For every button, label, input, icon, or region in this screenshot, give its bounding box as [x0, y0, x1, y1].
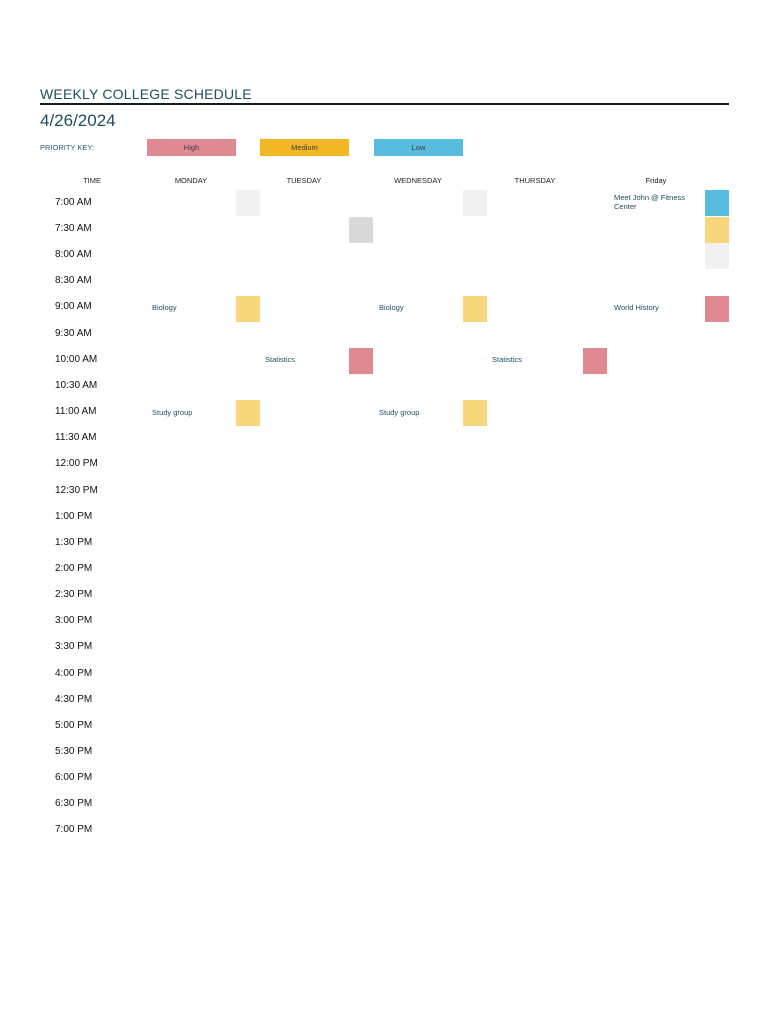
time-label: 7:30 AM — [55, 223, 92, 234]
event-friday-900: World History — [614, 303, 659, 312]
priority-swatch — [236, 190, 260, 216]
time-label: 6:30 PM — [55, 798, 93, 809]
priority-swatch-medium — [236, 296, 260, 322]
priority-swatch-medium — [705, 217, 729, 243]
time-label: 8:30 AM — [55, 275, 92, 286]
time-label: 4:30 PM — [55, 694, 93, 705]
column-header-wednesday: WEDNESDAY — [394, 176, 442, 185]
priority-swatch-low — [705, 190, 729, 216]
column-header-monday: MONDAY — [174, 176, 208, 185]
time-label: 10:00 AM — [55, 354, 98, 365]
event-wednesday-900: Biology — [379, 303, 404, 312]
priority-key-high: High — [147, 139, 236, 156]
time-label: 1:30 PM — [55, 537, 93, 548]
priority-swatch — [349, 217, 373, 243]
priority-swatch — [463, 190, 487, 216]
time-label: 2:00 PM — [55, 563, 93, 574]
event-tuesday-1000: Statistics — [265, 355, 296, 364]
priority-swatch-medium — [236, 400, 260, 426]
priority-swatch-medium — [463, 400, 487, 426]
priority-swatch-high — [705, 296, 729, 322]
time-label: 8:00 AM — [55, 249, 92, 260]
time-label: 4:00 PM — [55, 668, 93, 679]
column-header-friday: Friday — [645, 176, 667, 185]
priority-key-medium: Medium — [260, 139, 349, 156]
time-label: 9:00 AM — [55, 301, 92, 312]
event-thursday-1000: Statistics — [492, 355, 523, 364]
priority-swatch-medium — [463, 296, 487, 322]
time-label: 5:30 PM — [55, 746, 93, 757]
time-label: 7:00 PM — [55, 824, 93, 835]
priority-swatch-high — [349, 348, 373, 374]
event-monday-1100: Study group — [152, 408, 193, 417]
priority-key-label: PRIORITY KEY: — [40, 143, 95, 152]
time-label: 3:00 PM — [55, 615, 93, 626]
priority-swatch — [705, 243, 729, 269]
time-label: 12:00 PM — [55, 458, 98, 469]
title-divider — [40, 103, 729, 105]
time-label: 9:30 AM — [55, 328, 92, 339]
column-header-time: TIME — [83, 176, 101, 185]
page-title: WEEKLY COLLEGE SCHEDULE — [40, 86, 252, 102]
schedule-date: 4/26/2024 — [40, 111, 116, 130]
time-label: 7:00 AM — [55, 197, 92, 208]
column-header-tuesday: TUESDAY — [286, 176, 322, 185]
priority-swatch-high — [583, 348, 607, 374]
event-friday-700: Meet John @ Fitness Center — [614, 193, 685, 211]
event-wednesday-1100: Study group — [379, 408, 420, 417]
time-label: 3:30 PM — [55, 641, 93, 652]
column-header-thursday: THURSDAY — [514, 176, 556, 185]
time-label: 10:30 AM — [55, 380, 98, 391]
priority-key-low: Low — [374, 139, 463, 156]
time-label: 11:30 AM — [55, 432, 97, 443]
time-label: 12:30 PM — [55, 485, 98, 496]
time-label: 5:00 PM — [55, 720, 93, 731]
time-label: 1:00 PM — [55, 511, 93, 522]
time-label: 6:00 PM — [55, 772, 93, 783]
time-label: 11:00 AM — [55, 406, 97, 417]
event-monday-900: Biology — [152, 303, 177, 312]
time-label: 2:30 PM — [55, 589, 93, 600]
